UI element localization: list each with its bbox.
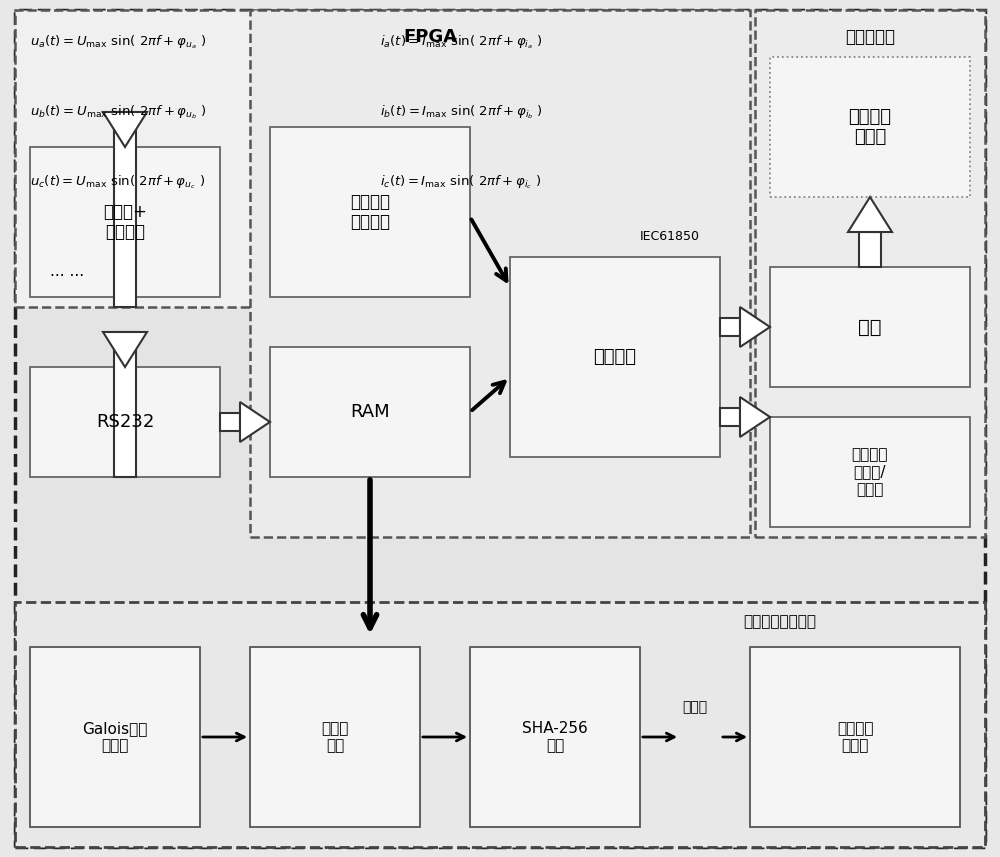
Text: RAM: RAM	[350, 403, 390, 421]
Text: 报文丢失
控制模块: 报文丢失 控制模块	[350, 193, 390, 231]
Text: $i_c(t) = I_{\rm max}\ \sin(\ 2\pi f + \varphi_{i_c}\ )$: $i_c(t) = I_{\rm max}\ \sin(\ 2\pi f + \…	[380, 173, 541, 191]
Bar	[470, 647, 640, 827]
Bar	[250, 10, 750, 537]
Text: SHA-256
算法: SHA-256 算法	[522, 721, 588, 753]
Bar	[770, 267, 970, 387]
Polygon shape	[720, 318, 740, 336]
Text: 协议转换: 协议转换	[594, 348, 637, 366]
Bar	[15, 10, 745, 307]
Bar	[755, 10, 985, 537]
Text: 随机数: 随机数	[682, 700, 708, 714]
Text: 报文输出
（光口/
网口）: 报文输出 （光口/ 网口）	[852, 447, 888, 497]
Bar	[250, 647, 420, 827]
Text: FPGA: FPGA	[403, 28, 457, 46]
Bar	[30, 367, 220, 477]
Text: 报文分析
及显示: 报文分析 及显示	[848, 108, 892, 147]
Bar	[770, 417, 970, 527]
Polygon shape	[114, 112, 136, 307]
Polygon shape	[114, 332, 136, 477]
Text: ... ...: ... ...	[50, 265, 84, 279]
Text: 工业计算机: 工业计算机	[845, 28, 895, 46]
Text: $i_a(t) = I_{\rm max}\ \sin(\ 2\pi f + \varphi_{i_a}\ )$: $i_a(t) = I_{\rm max}\ \sin(\ 2\pi f + \…	[380, 33, 542, 51]
Polygon shape	[103, 332, 147, 367]
Polygon shape	[848, 197, 892, 232]
Polygon shape	[740, 307, 770, 347]
Bar	[510, 257, 720, 457]
Bar	[30, 647, 200, 827]
Bar	[770, 57, 970, 197]
Polygon shape	[220, 413, 240, 431]
Bar	[750, 647, 960, 827]
Text: IEC61850: IEC61850	[640, 231, 700, 243]
Text: 后采样
电路: 后采样 电路	[321, 721, 349, 753]
Polygon shape	[103, 112, 147, 147]
Polygon shape	[740, 397, 770, 437]
Text: 报文丢失控制模块: 报文丢失控制模块	[744, 614, 816, 630]
Text: $u_b(t) = U_{\rm max}\ \sin(\ 2\pi f + \varphi_{u_b}\ )$: $u_b(t) = U_{\rm max}\ \sin(\ 2\pi f + \…	[30, 103, 206, 121]
Text: 随机丢失
点算法: 随机丢失 点算法	[837, 721, 873, 753]
Bar	[270, 127, 470, 297]
Bar	[270, 347, 470, 477]
Text: $u_a(t) = U_{\rm max}\ \sin(\ 2\pi f + \varphi_{u_a}\ )$: $u_a(t) = U_{\rm max}\ \sin(\ 2\pi f + \…	[30, 33, 206, 51]
Polygon shape	[859, 232, 881, 267]
Polygon shape	[720, 408, 740, 426]
Polygon shape	[240, 402, 270, 442]
Text: Galois环振
随机源: Galois环振 随机源	[82, 721, 148, 753]
Bar	[15, 602, 985, 847]
Text: $u_c(t) = U_{\rm max}\ \sin(\ 2\pi f + \varphi_{u_c}\ )$: $u_c(t) = U_{\rm max}\ \sin(\ 2\pi f + \…	[30, 173, 205, 191]
Bar	[30, 147, 220, 297]
Text: 解包: 解包	[858, 317, 882, 337]
Text: 采样值+
设置参数: 采样值+ 设置参数	[103, 202, 147, 242]
Text: $i_b(t) = I_{\rm max}\ \sin(\ 2\pi f + \varphi_{i_b}\ )$: $i_b(t) = I_{\rm max}\ \sin(\ 2\pi f + \…	[380, 103, 543, 121]
Text: RS232: RS232	[96, 413, 154, 431]
